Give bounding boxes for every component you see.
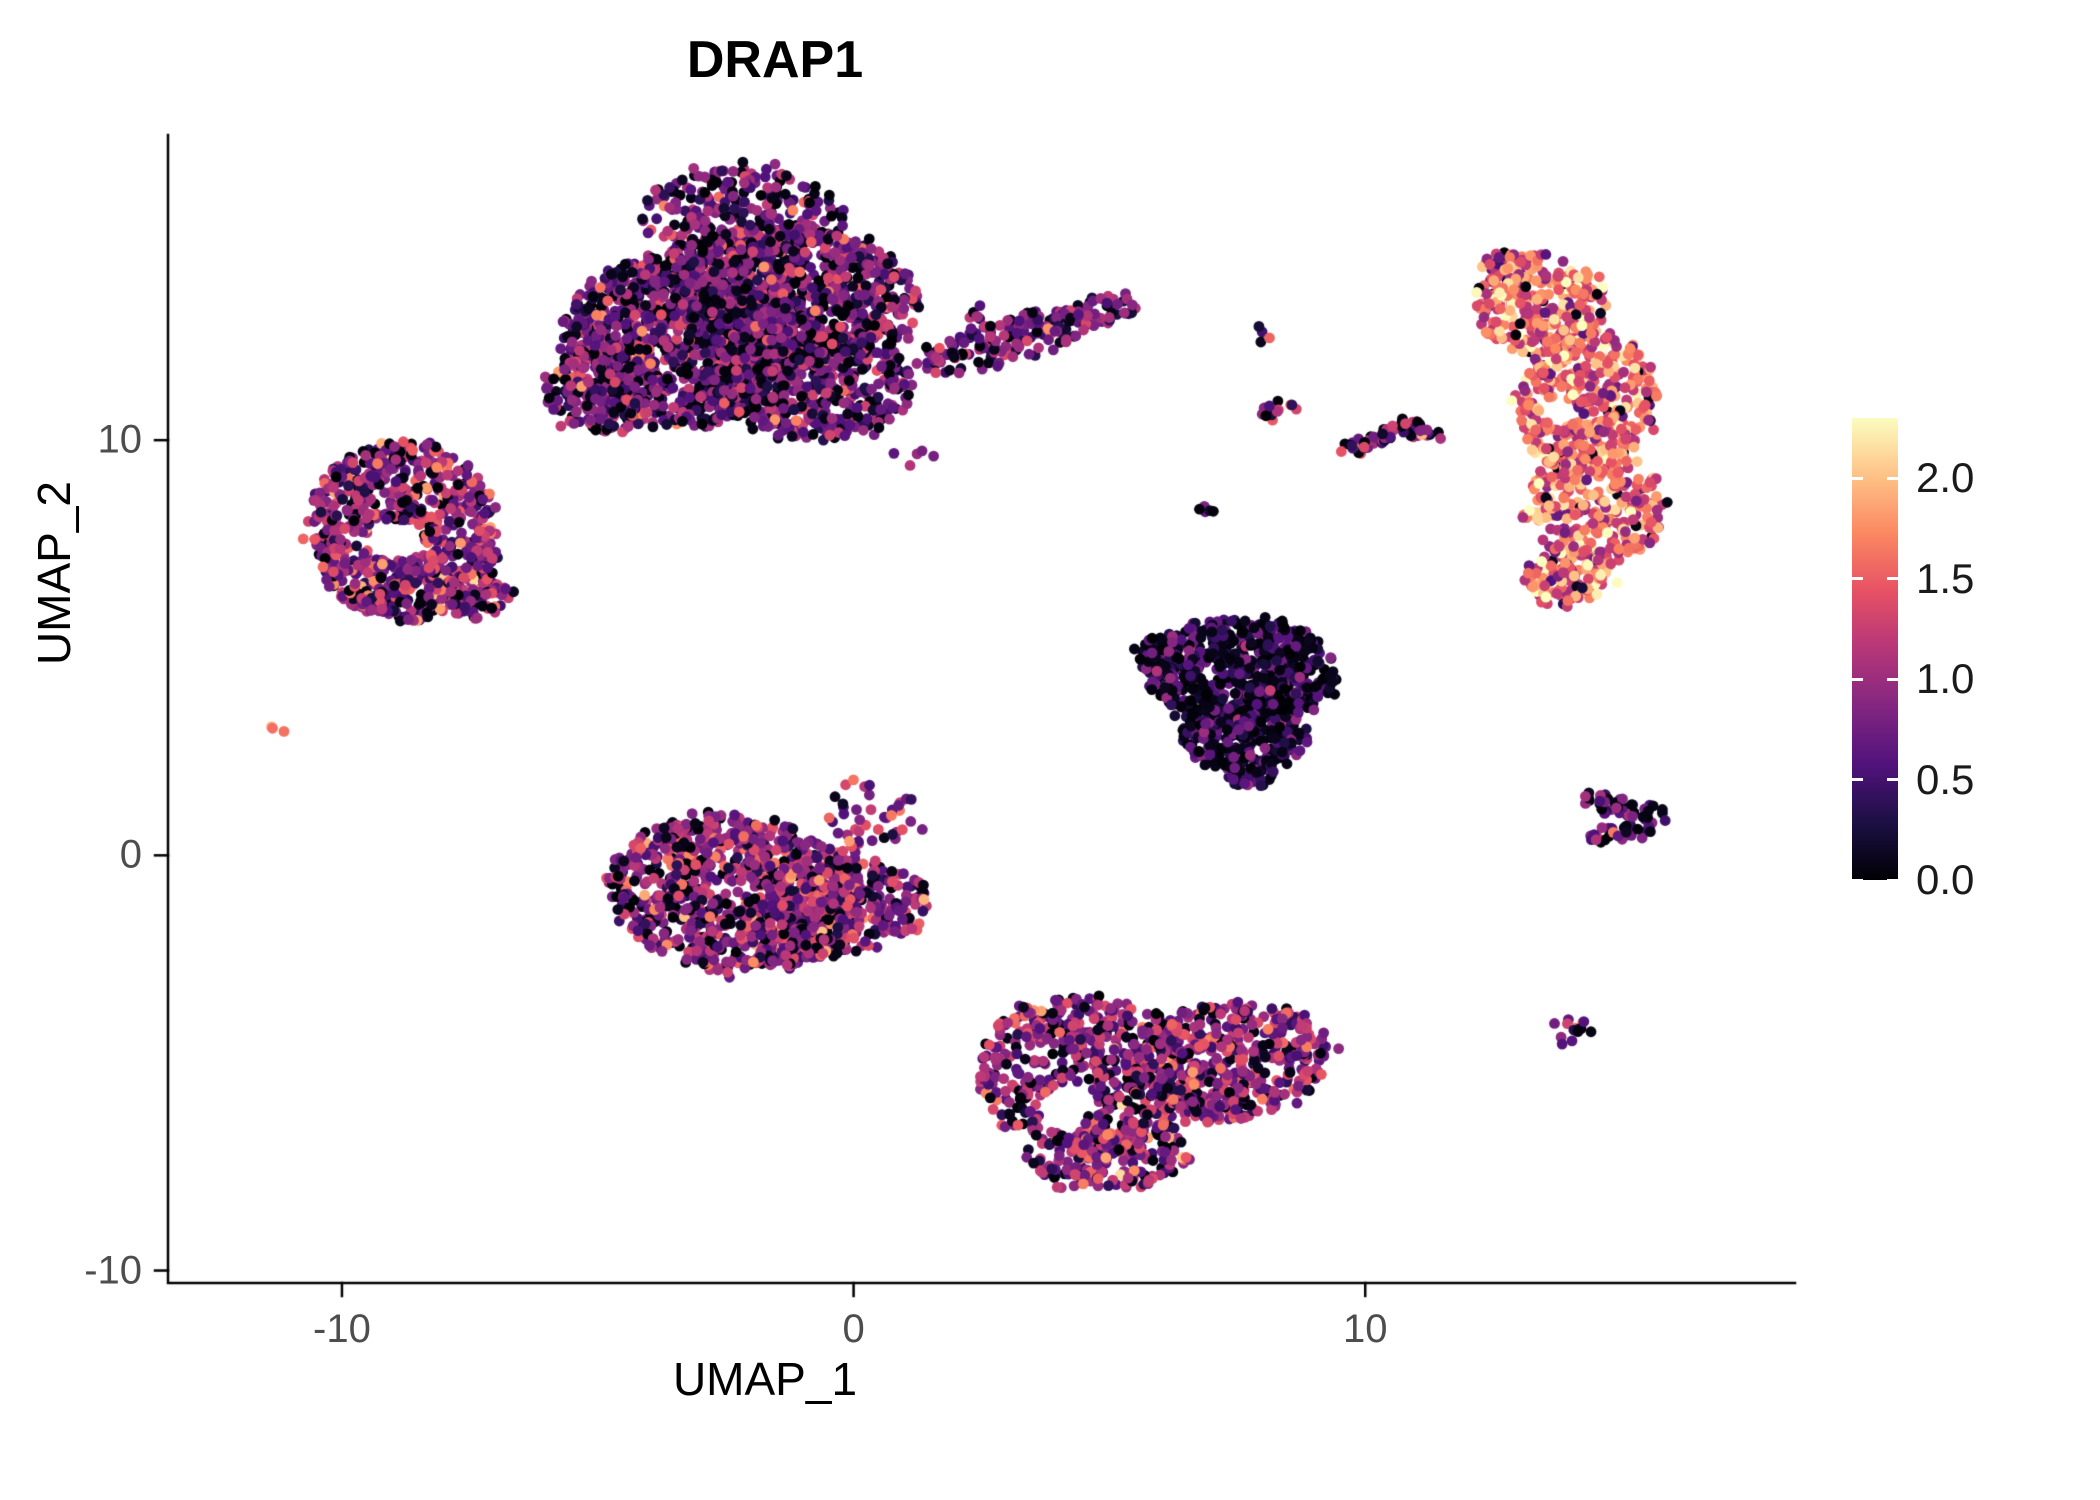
- colorbar-tick-label: 2.0: [1916, 454, 1975, 502]
- colorbar-tick-mark: [1852, 476, 1863, 480]
- y-tick-label: 0: [119, 832, 142, 877]
- colorbar-tick-mark: [1887, 878, 1898, 882]
- colorbar-tick-label: 1.5: [1916, 554, 1975, 602]
- x-tick-label: -10: [313, 1307, 371, 1351]
- colorbar-tick-mark: [1887, 677, 1898, 681]
- colorbar-tick-mark: [1887, 778, 1898, 782]
- colorbar-tick-mark: [1852, 677, 1863, 681]
- y-tick-label: -10: [84, 1248, 142, 1293]
- plot-title: DRAP1: [686, 31, 864, 89]
- x-tick-label: 0: [842, 1307, 865, 1351]
- x-axis-title: UMAP_1: [672, 1353, 858, 1405]
- colorbar-tick-mark: [1887, 577, 1898, 581]
- expression-colorbar-legend: 0.0 0.5 1.0 1.5 2.0: [1852, 418, 2097, 903]
- colorbar-tick-label: 0.5: [1916, 755, 1975, 803]
- colorbar-tick-mark: [1852, 778, 1863, 782]
- colorbar-tick-mark: [1852, 878, 1863, 882]
- y-tick-label: 10: [97, 417, 143, 462]
- colorbar-tick-label: 1.0: [1916, 655, 1975, 703]
- colorbar-tick-mark: [1887, 476, 1898, 480]
- colorbar-tick-mark: [1852, 577, 1863, 581]
- x-tick-label: 10: [1342, 1307, 1388, 1351]
- y-axis-title: UMAP_2: [28, 480, 80, 666]
- colorbar-tick-label: 0.0: [1916, 856, 1975, 903]
- colorbar-gradient: [1852, 418, 1898, 882]
